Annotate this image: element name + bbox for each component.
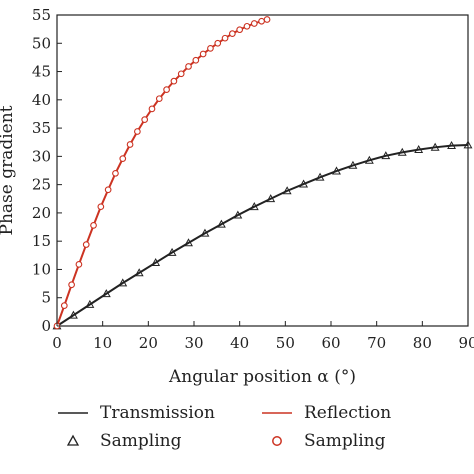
sampling-circle-marker bbox=[148, 105, 156, 113]
sampling-circle-marker bbox=[185, 63, 192, 70]
sampling-triangle-marker bbox=[216, 219, 226, 228]
y-tick-label: 0 bbox=[41, 317, 51, 335]
sampling-circle-marker bbox=[221, 34, 229, 42]
sampling-triangle-marker bbox=[184, 238, 193, 247]
sampling-triangle-marker bbox=[151, 258, 161, 267]
sampling-triangle-marker bbox=[233, 210, 243, 219]
sampling-triangle-marker bbox=[167, 247, 177, 256]
y-tick-label: 35 bbox=[32, 119, 51, 137]
sampling-triangle-marker bbox=[414, 144, 424, 153]
y-tick-label: 20 bbox=[32, 204, 51, 222]
sampling-circle-marker bbox=[163, 86, 170, 93]
sampling-circle-marker bbox=[141, 116, 149, 123]
legend-label: Sampling bbox=[304, 431, 386, 451]
y-tick-label: 10 bbox=[32, 260, 51, 278]
legend-label: Transmission bbox=[100, 403, 215, 423]
legend-circle-swatch bbox=[272, 436, 282, 446]
x-tick-label: 20 bbox=[139, 334, 158, 352]
legend-label: Sampling bbox=[100, 431, 182, 451]
legend-item-transmission: Transmission bbox=[58, 403, 215, 423]
sampling-circle-marker bbox=[155, 95, 163, 103]
tick-layer: 0 10 20 30 40 50 60 70 80 90 0 5 10 15 20 25 30 35 40 45 50 5… bbox=[32, 6, 474, 352]
sampling-triangle-marker bbox=[266, 194, 276, 203]
plot-area: 0 10 20 30 40 50 60 70 80 90 0 5 10 15 20 25 30 35 40 45 50 5… bbox=[32, 6, 474, 352]
sampling-circle-marker bbox=[170, 77, 178, 85]
sampling-circle-marker bbox=[82, 241, 90, 248]
y-tick-label: 30 bbox=[32, 147, 51, 165]
sampling-triangle-marker bbox=[118, 278, 128, 287]
sampling-triangle-marker bbox=[364, 155, 374, 164]
sampling-triangle-marker bbox=[134, 268, 144, 277]
sampling-circle-marker bbox=[250, 20, 258, 27]
legend-item-sampling: Sampling bbox=[272, 431, 386, 451]
legend-triangle-swatch bbox=[66, 434, 80, 446]
x-tick-label: 40 bbox=[230, 334, 249, 352]
y-tick-label: 50 bbox=[32, 34, 51, 52]
sampling-triangle-marker bbox=[430, 142, 440, 151]
sampling-triangle-marker bbox=[332, 166, 341, 175]
sampling-circle-marker bbox=[207, 45, 214, 52]
legend-item-reflection: Reflection bbox=[262, 403, 391, 423]
sampling-circle-marker bbox=[199, 50, 207, 58]
transmission-line bbox=[56, 144, 469, 327]
y-tick-label: 40 bbox=[32, 91, 51, 109]
x-tick-label: 30 bbox=[184, 334, 203, 352]
sampling-circle-marker bbox=[119, 155, 127, 162]
sampling-circle-marker bbox=[258, 17, 265, 25]
x-tick-label: 80 bbox=[413, 334, 432, 352]
sampling-triangle-marker bbox=[200, 228, 210, 237]
sampling-triangle-marker bbox=[249, 202, 259, 211]
sampling-circle-marker bbox=[243, 22, 251, 30]
sampling-triangle-marker bbox=[315, 172, 325, 181]
sampling-circle-marker bbox=[192, 56, 200, 64]
sampling-triangle-marker bbox=[381, 151, 391, 160]
y-axis-label: Phase gradient bbox=[0, 105, 17, 235]
sampling-circle-marker bbox=[177, 70, 185, 78]
sampling-circle-marker bbox=[75, 261, 83, 268]
sampling-triangle-marker bbox=[85, 299, 95, 308]
x-tick-label: 0 bbox=[52, 334, 62, 352]
y-tick-label: 25 bbox=[32, 176, 51, 194]
y-tick-label: 5 bbox=[41, 289, 51, 307]
sampling-triangle-marker bbox=[68, 310, 78, 319]
sampling-circle-marker bbox=[112, 169, 119, 177]
sampling-circle-marker bbox=[134, 128, 141, 135]
sampling-triangle-marker bbox=[282, 186, 292, 195]
legend: Transmission Reflection Sampling Sampling bbox=[58, 403, 391, 451]
sampling-triangle-marker bbox=[447, 140, 457, 149]
sampling-circle-marker bbox=[68, 281, 75, 289]
sampling-triangle-marker bbox=[101, 289, 111, 298]
sampling-triangle-marker bbox=[397, 147, 407, 156]
sampling-circle-marker bbox=[97, 203, 105, 211]
y-tick-label: 55 bbox=[32, 6, 51, 24]
sampling-circle-marker bbox=[229, 30, 236, 38]
series-layer bbox=[52, 16, 473, 330]
legend-label: Reflection bbox=[304, 403, 391, 423]
x-tick-label: 70 bbox=[367, 334, 386, 352]
sampling-triangle-marker bbox=[348, 160, 358, 169]
sampling-circle-marker bbox=[214, 39, 222, 47]
x-axis-label: Angular position α (°) bbox=[168, 367, 356, 387]
y-tick-label: 45 bbox=[32, 63, 51, 81]
sampling-triangle-marker bbox=[463, 140, 473, 149]
x-tick-label: 50 bbox=[276, 334, 295, 352]
x-tick-label: 90 bbox=[458, 334, 474, 352]
reflection-line bbox=[56, 18, 268, 327]
legend-item-sampling: Sampling bbox=[66, 431, 182, 451]
sampling-circle-marker bbox=[263, 16, 271, 23]
y-tick-label: 15 bbox=[32, 232, 51, 250]
sampling-circle-marker bbox=[236, 26, 244, 34]
sampling-circle-marker bbox=[90, 221, 97, 229]
plot-frame bbox=[56, 14, 469, 327]
sampling-circle-marker bbox=[60, 302, 68, 309]
x-tick-label: 10 bbox=[93, 334, 112, 352]
sampling-triangle-marker bbox=[299, 179, 309, 188]
x-tick-label: 60 bbox=[321, 334, 340, 352]
sampling-circle-marker bbox=[126, 141, 134, 148]
sampling-circle-marker bbox=[104, 186, 112, 194]
